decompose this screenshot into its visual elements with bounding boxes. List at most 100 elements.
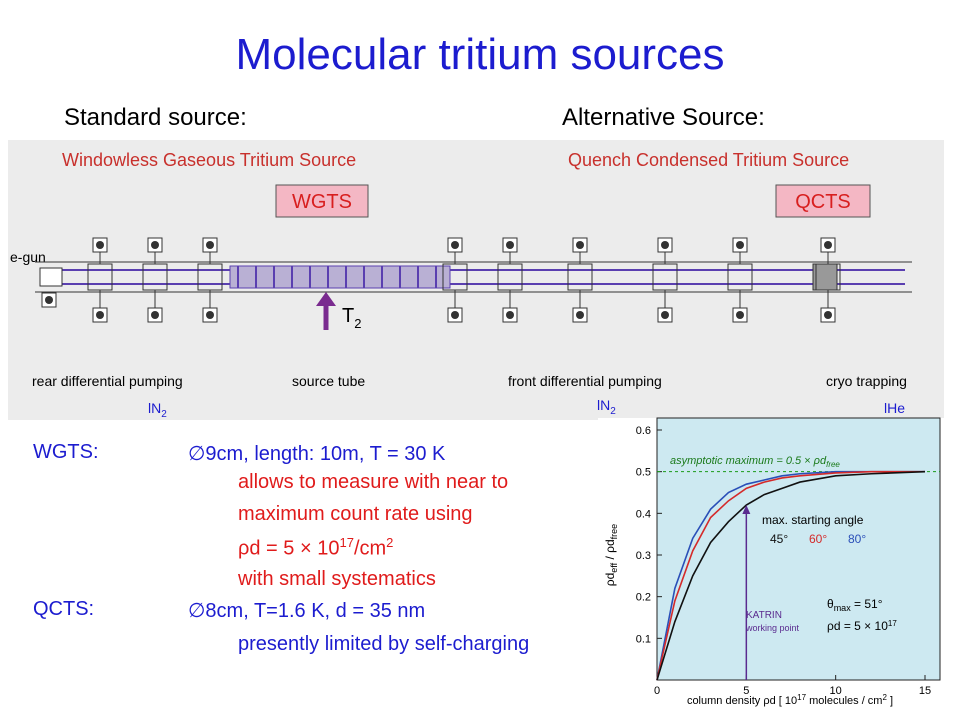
y-tick-label: 0.4 — [636, 508, 651, 520]
pump-rotor — [824, 241, 832, 249]
label-part: max — [834, 603, 852, 613]
egun-label: e-gun — [10, 249, 46, 265]
label-part: ] — [887, 695, 893, 707]
label-part: θ — [827, 597, 834, 611]
x-tick-label: 10 — [830, 685, 842, 697]
pump-rotor — [151, 311, 159, 319]
text-part: /cm — [353, 537, 387, 560]
coolant: lN2 — [597, 397, 616, 417]
spec: ∅8cm, T=1.6 K, d = 35 nm — [188, 600, 426, 622]
pump-rotor — [661, 241, 669, 249]
text-part: ρd = 5 × 10 — [238, 537, 340, 560]
section-label: front differential pumping — [508, 373, 662, 389]
x-tick-label: 0 — [654, 685, 660, 697]
coolant-text: lN — [597, 397, 610, 413]
cryo-element — [812, 263, 838, 291]
pump-rotor — [451, 311, 459, 319]
note: allows to measure with near to — [238, 471, 509, 493]
pump-rotor — [96, 311, 104, 319]
label-part: molecules / cm — [806, 695, 882, 707]
coolant-text: lN — [148, 400, 161, 416]
gas-label: T2 — [342, 305, 361, 331]
section-label: cryo trapping — [826, 373, 907, 389]
label-part: free — [826, 460, 840, 469]
pump-rotor — [451, 241, 459, 249]
pump-rotor — [151, 241, 159, 249]
source-label: QCTS: — [33, 598, 95, 620]
label-bg — [742, 606, 812, 638]
spec: ∅9cm, length: 10m, T = 30 K — [188, 443, 446, 465]
curve — [656, 470, 926, 681]
label-part: eff — [609, 562, 619, 572]
diagram-title: Quench Condensed Tritium Source — [568, 150, 849, 170]
egun-box — [39, 267, 63, 287]
label-part: 2 — [882, 693, 887, 702]
gas-arrow-head — [316, 292, 336, 306]
pump-rotor — [824, 311, 832, 319]
working-point-label: working point — [745, 623, 800, 633]
section-label: source tube — [292, 373, 365, 389]
heading: Standard source: — [64, 104, 247, 131]
gas-index: 2 — [354, 316, 361, 331]
section-label: rear differential pumping — [32, 373, 183, 389]
text-part: 17 — [339, 535, 354, 550]
y-axis-label: ρdeff / ρdfree — [603, 524, 619, 586]
x-axis-label: column density ρd [ 1017 molecules / cm2… — [687, 693, 893, 707]
slide-title: Molecular tritium sources — [235, 30, 725, 79]
label-part: / ρd — [603, 539, 617, 563]
pump-rotor — [506, 311, 514, 319]
coolant-index: 2 — [610, 406, 616, 417]
y-tick-label: 0.6 — [636, 425, 651, 437]
tag: WGTS — [292, 191, 352, 213]
label-part: column density ρd [ 10 — [687, 695, 797, 707]
y-tick-label: 0.1 — [636, 633, 651, 645]
label-part: asymptotic maximum = 0.5 × ρd — [670, 455, 827, 467]
legend-entry: 60° — [809, 532, 827, 546]
tag-box — [775, 184, 871, 218]
y-tick-label: 0.5 — [636, 467, 651, 479]
heading: Alternative Source: — [562, 104, 765, 131]
note: ρd = 5 × 1017/cm2 — [238, 535, 393, 561]
pump-rotor — [206, 241, 214, 249]
pump-rotor — [576, 311, 584, 319]
note: presently limited by self-charging — [238, 633, 530, 655]
source-tube — [229, 265, 451, 289]
legend-entry: 80° — [848, 532, 866, 546]
legend-entry: 45° — [770, 532, 788, 546]
working-point-label: KATRIN — [746, 610, 782, 621]
pump-rotor — [736, 241, 744, 249]
working-point-head — [742, 505, 751, 514]
label-part: free — [609, 524, 619, 540]
pump-rotor — [576, 241, 584, 249]
pump-rotor — [96, 241, 104, 249]
pump-rotor — [736, 311, 744, 319]
source-label: WGTS: — [33, 441, 99, 463]
pump-rotor — [661, 311, 669, 319]
theta-label: θmax = 51° — [827, 597, 883, 613]
beamline — [35, 237, 912, 323]
pump-rotor — [206, 311, 214, 319]
text-part: 2 — [386, 535, 394, 550]
label-part: 17 — [797, 693, 806, 702]
label-part: = 51° — [851, 597, 883, 611]
label-part: ρd — [603, 573, 617, 587]
tag-box — [275, 184, 369, 218]
coolant-index: 2 — [161, 409, 167, 420]
note: maximum count rate using — [238, 503, 473, 525]
diagram-title: Windowless Gaseous Tritium Source — [62, 150, 356, 170]
note: with small systematics — [238, 568, 436, 590]
x-tick-label: 5 — [743, 685, 749, 697]
pump-rotor — [506, 241, 514, 249]
coolant: lN2 — [148, 400, 167, 420]
label-part: ρd = 5 × 10 — [827, 619, 888, 633]
coolant: lHe — [884, 400, 905, 416]
y-tick-label: 0.2 — [636, 592, 651, 604]
legend-title: max. starting angle — [762, 513, 864, 527]
y-tick-label: 0.3 — [636, 550, 651, 562]
label-part: 17 — [888, 619, 897, 628]
rho-label: ρd = 5 × 1017 — [827, 619, 897, 633]
gas-symbol: T — [342, 305, 354, 327]
tag: QCTS — [795, 191, 851, 213]
